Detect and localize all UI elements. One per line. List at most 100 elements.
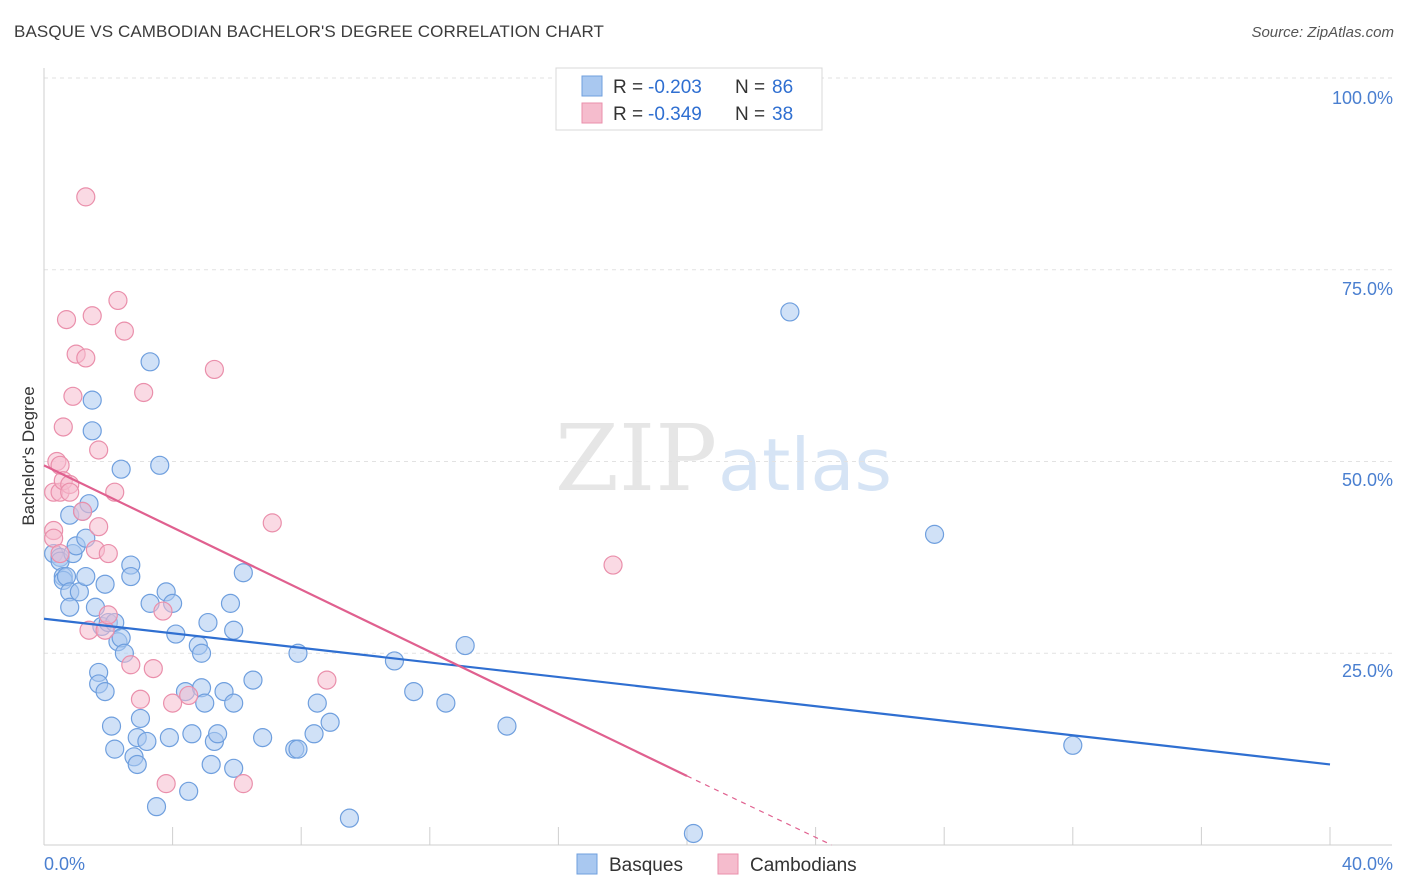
basque-point — [220, 593, 241, 613]
y-axis-label: Bachelor's Degree — [19, 386, 38, 525]
y-tick-label: 50.0% — [1342, 470, 1393, 490]
cambodian-point — [76, 348, 96, 368]
x-tick-label: 40.0% — [1342, 854, 1393, 874]
x-tick-label: 0.0% — [44, 854, 85, 874]
cambodian-point — [56, 310, 77, 330]
cambodian-point — [76, 187, 96, 207]
x-axis-ticks — [172, 827, 1331, 845]
cambodian-point — [121, 655, 141, 675]
basque-point — [497, 716, 517, 736]
cambodian-point — [60, 482, 80, 502]
cambodian-point — [143, 658, 163, 679]
basque-trend-line — [43, 617, 1331, 766]
basque-point — [76, 566, 96, 587]
series-cambodians — [44, 187, 623, 794]
bottom-legend: Basques Cambodians — [576, 853, 857, 876]
basque-point — [201, 754, 221, 775]
y-tick-label: 25.0% — [1342, 661, 1393, 681]
bottom-legend-swatch-basques — [576, 853, 598, 875]
basque-point — [304, 724, 324, 744]
cambodian-point — [317, 670, 337, 690]
cambodian-point — [204, 359, 224, 380]
legend-r-basques: -0.203 — [648, 77, 702, 98]
basque-point — [82, 421, 102, 441]
y-tick-label: 100.0% — [1332, 88, 1393, 108]
basque-point — [198, 612, 218, 633]
basque-point — [224, 620, 244, 640]
basque-point — [683, 823, 704, 844]
cambodian-point — [179, 685, 199, 706]
basque-point — [208, 724, 228, 744]
basque-point — [307, 693, 327, 713]
cambodian-point — [89, 440, 109, 460]
cambodian-point — [603, 555, 623, 575]
cambodian-point — [134, 382, 154, 403]
basque-point — [224, 758, 244, 778]
legend-n-label: N = — [735, 104, 765, 125]
basque-point — [60, 597, 80, 617]
basque-point — [179, 781, 199, 801]
basque-point — [233, 563, 253, 583]
legend-r-cambodians: -0.349 — [648, 104, 702, 125]
trend-lines — [43, 464, 1331, 846]
basque-point — [105, 739, 125, 759]
chart-title: BASQUE VS CAMBODIAN BACHELOR'S DEGREE CO… — [14, 22, 605, 41]
bottom-legend-swatch-cambodians — [717, 853, 739, 875]
basque-point — [159, 728, 179, 748]
cambodian-trend-extension — [686, 775, 832, 846]
basque-point — [436, 693, 456, 713]
legend-n-label: N = — [735, 77, 765, 98]
cambodian-point — [233, 774, 253, 794]
legend-r-label: R = — [613, 104, 643, 125]
bottom-legend-basques: Basques — [609, 855, 683, 876]
cambodian-point — [108, 290, 128, 311]
basque-point — [137, 731, 157, 752]
cambodian-point — [89, 517, 109, 537]
basque-point — [82, 390, 102, 410]
legend: R = -0.203 N = 86 R = -0.349 N = 38 — [555, 67, 823, 131]
basque-point — [95, 574, 115, 594]
basque-point — [146, 797, 167, 817]
basque-point — [780, 302, 800, 322]
basque-point — [253, 728, 273, 748]
axes — [43, 68, 1392, 846]
basque-point — [1063, 735, 1083, 755]
watermark-atlas: atlas — [718, 423, 892, 507]
basque-point — [404, 681, 424, 702]
series-basques — [44, 302, 1083, 844]
cambodian-point — [262, 513, 282, 533]
basque-point — [111, 459, 131, 479]
cambodian-trend-line — [43, 464, 688, 777]
cambodian-point — [53, 417, 73, 437]
basque-point — [182, 724, 202, 744]
basque-point — [140, 352, 160, 372]
basque-point — [127, 754, 147, 775]
cambodian-point — [156, 774, 176, 794]
basque-point — [288, 739, 308, 759]
basque-point — [95, 681, 115, 702]
basque-point — [243, 670, 263, 690]
legend-n-cambodians: 38 — [772, 104, 793, 125]
cambodian-point — [153, 601, 173, 621]
basque-point — [924, 524, 945, 544]
bottom-legend-cambodians: Cambodians — [750, 855, 857, 876]
basque-point — [195, 693, 215, 713]
basque-point — [191, 643, 212, 663]
basque-point — [455, 635, 475, 656]
basque-point — [121, 566, 141, 587]
cambodian-point — [63, 386, 83, 406]
legend-n-basques: 86 — [772, 77, 793, 98]
basque-point — [130, 708, 151, 729]
cambodian-point — [72, 501, 93, 521]
cambodian-point — [82, 306, 102, 326]
basque-point — [320, 712, 340, 732]
cambodian-point — [98, 605, 118, 625]
legend-swatch-basques — [581, 75, 603, 97]
y-tick-label: 75.0% — [1342, 279, 1393, 299]
legend-r-label: R = — [613, 77, 643, 98]
watermark-zip: ZIP — [555, 405, 717, 512]
cambodian-point — [130, 689, 151, 709]
cambodian-point — [50, 543, 70, 564]
source-label: Source: ZipAtlas.com — [1251, 24, 1394, 41]
